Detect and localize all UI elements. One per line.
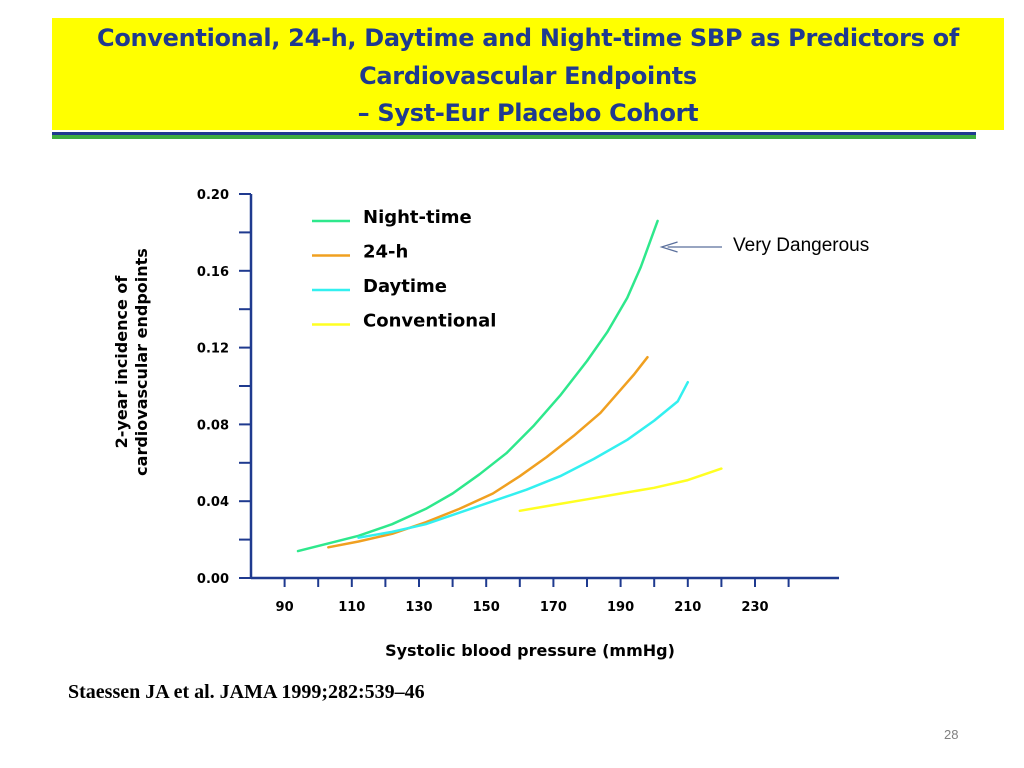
annotation-text: Very Dangerous: [733, 235, 870, 256]
slide-title-line-1: Conventional, 24-h, Daytime and Night-ti…: [97, 24, 959, 52]
series-line-conventional: [518, 467, 723, 513]
legend-label: Conventional: [363, 311, 496, 332]
page-number: 28: [944, 727, 959, 742]
y-tick-label: 0.04: [197, 495, 229, 510]
y-axis-title-line-1: 2-year incidence of: [112, 275, 131, 449]
x-tick-label: 190: [607, 600, 634, 615]
slide-title-line-3: – Syst-Eur Placebo Cohort: [357, 99, 699, 127]
chart-ticks: 0.00 0.04 0.08 0.12 0.16 0.20 90 110 130 150 170 19…: [197, 188, 790, 615]
citation: Staessen JA et al. JAMA 1999;282:539–46: [68, 681, 425, 703]
y-tick-label: 0.00: [197, 572, 229, 587]
chart-series: [296, 219, 723, 553]
x-tick-label: 110: [338, 600, 365, 615]
y-tick-label: 0.16: [197, 265, 229, 280]
x-tick-label: 210: [674, 600, 701, 615]
title-rule-green: [52, 135, 976, 139]
x-tick-label: 90: [276, 600, 294, 615]
annotation-arrow-head: [659, 241, 678, 253]
x-tick-label: 170: [540, 600, 567, 615]
title-rule-blue: [52, 132, 976, 135]
x-axis-title: Systolic blood pressure (mmHg): [385, 641, 675, 660]
y-tick-label: 0.20: [197, 188, 229, 203]
series-line-daytime: [357, 380, 690, 539]
legend-label: Night-time: [363, 207, 472, 228]
annotation-arrow-group: [659, 241, 722, 253]
x-tick-label: 150: [473, 600, 500, 615]
series-line-night-time: [296, 219, 659, 553]
title-banner: [52, 18, 1004, 130]
legend-label: 24-h: [363, 242, 408, 263]
slide-title-line-2: Cardiovascular Endpoints: [359, 62, 697, 90]
y-axis-title-line-2: cardiovascular endpoints: [132, 248, 151, 476]
y-tick-label: 0.12: [197, 342, 229, 357]
y-tick-label: 0.08: [197, 418, 229, 433]
series-line-24-h: [327, 355, 649, 549]
x-tick-label: 230: [741, 600, 768, 615]
x-tick-label: 130: [405, 600, 432, 615]
chart-legend: Night-time 24-h Daytime Conventional: [312, 207, 496, 332]
y-axis-title: 2-year incidence of cardiovascular endpo…: [112, 212, 152, 512]
legend-label: Daytime: [363, 276, 447, 297]
